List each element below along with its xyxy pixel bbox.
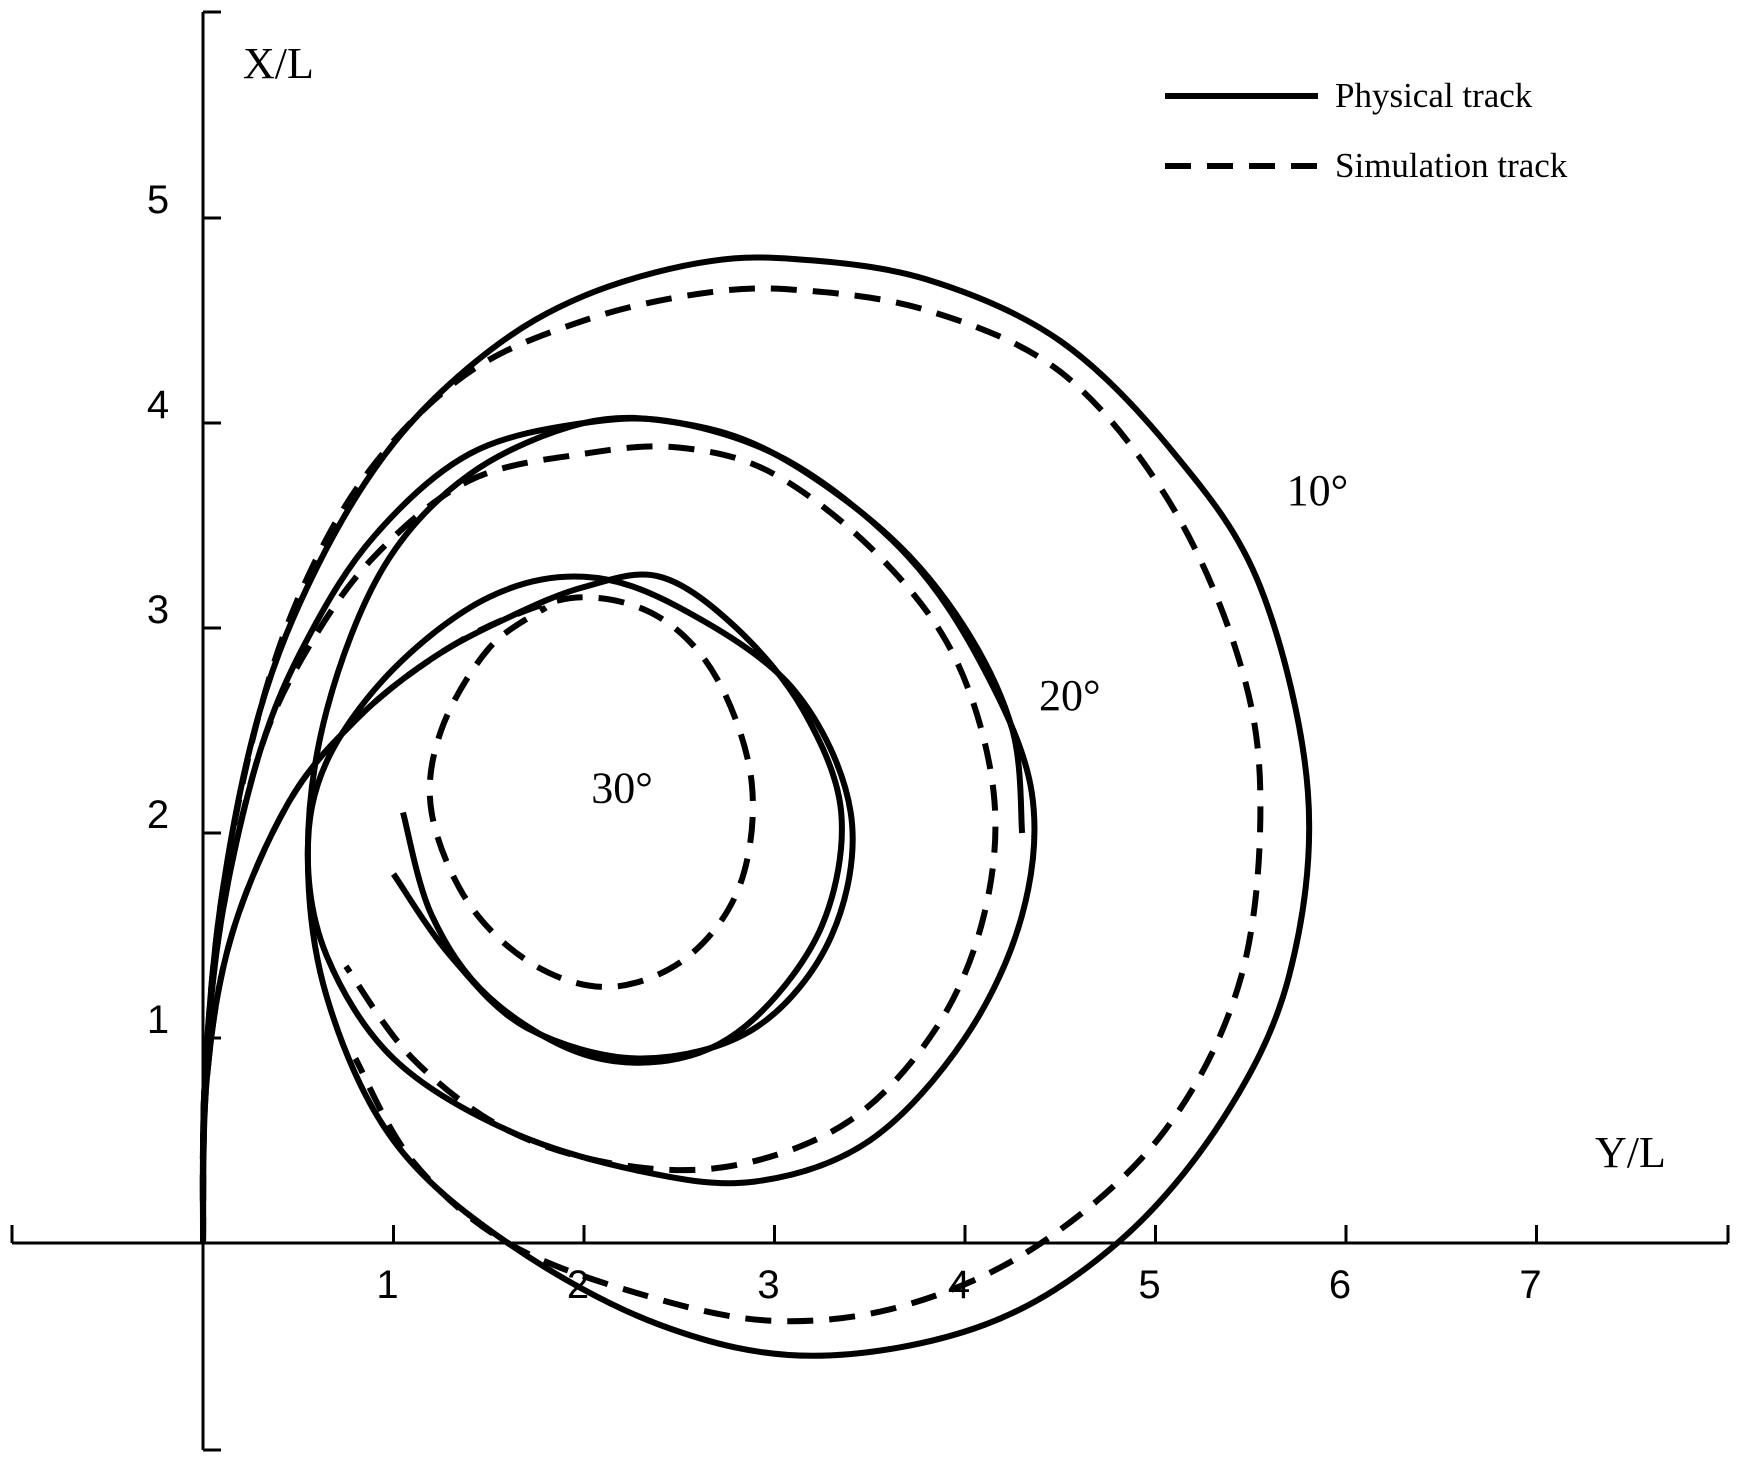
simulation-track-10deg — [199, 285, 1264, 1325]
tracks — [199, 254, 1313, 1359]
physical-track-30deg — [200, 571, 845, 1244]
y-tick-label: 2 — [147, 793, 169, 837]
x-axis-label: Y/L — [1595, 1128, 1666, 1177]
y-tick-label: 1 — [147, 998, 169, 1042]
physical-track-20deg — [199, 415, 1038, 1244]
annotations: 10° 20° 30° — [591, 466, 1348, 812]
x-tick-label: 1 — [376, 1263, 398, 1307]
legend-label: Physical track — [1335, 76, 1533, 115]
y-tick-label: 3 — [147, 588, 169, 632]
y-axis-label: X/L — [243, 39, 314, 88]
y-tick-label: 5 — [147, 178, 169, 222]
x-tick-label: 6 — [1329, 1263, 1351, 1307]
physical-track-10deg — [199, 254, 1313, 1359]
legend: Physical track Simulation track — [1165, 76, 1568, 185]
angle-label: 10° — [1287, 466, 1349, 515]
legend-label: Simulation track — [1335, 146, 1568, 185]
angle-label: 30° — [591, 763, 653, 812]
x-tick-label: 7 — [1519, 1263, 1541, 1307]
x-tick-label: 5 — [1138, 1263, 1160, 1307]
angle-label: 20° — [1039, 671, 1101, 720]
simulation-track-30deg — [200, 594, 756, 1244]
y-tick-label: 4 — [147, 383, 169, 427]
simulation-track-20deg — [199, 443, 999, 1244]
x-tick-label: 3 — [757, 1263, 779, 1307]
